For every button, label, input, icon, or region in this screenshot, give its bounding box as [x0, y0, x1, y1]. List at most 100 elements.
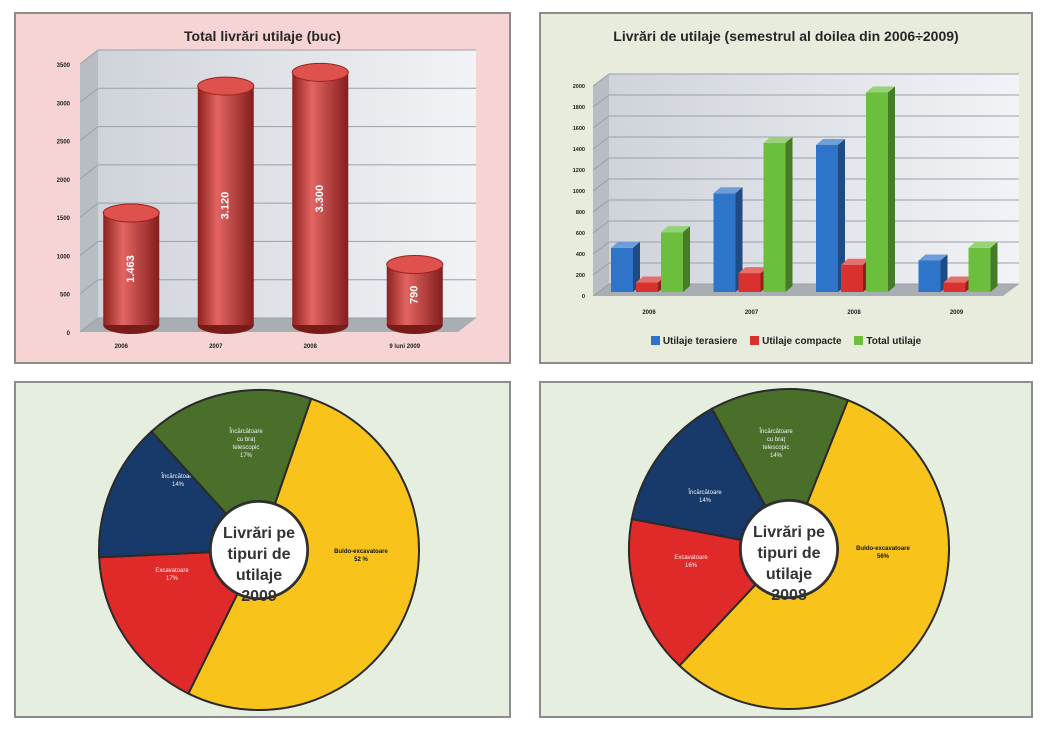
y-tick-label: 1600	[573, 126, 585, 132]
y-tick-label: 500	[60, 293, 71, 299]
pie-2009-panel: Buldo-excavatoare 52 % Excavatoare 17% Încăr…	[14, 381, 511, 718]
bar-top-face	[816, 139, 845, 145]
bar-cylinder	[386, 264, 443, 325]
center-line: Livrări pe	[752, 524, 826, 541]
bar	[841, 264, 863, 292]
bar-side-face	[735, 187, 743, 292]
x-tick-label: 2008	[304, 344, 318, 350]
pie-slice	[98, 430, 228, 559]
pie-slice	[628, 517, 757, 668]
bar-top-face	[611, 241, 640, 248]
gridline	[79, 279, 99, 295]
y-tick-label: 2000	[573, 84, 585, 90]
gridline	[592, 136, 610, 150]
pie-slice	[187, 397, 421, 711]
slice-name-label: Încărcătoare	[687, 489, 722, 496]
y-tick-label: 1000	[573, 189, 585, 195]
y-tick-label: 400	[576, 252, 585, 258]
bar-side-face	[785, 136, 793, 292]
bar	[866, 92, 888, 292]
bar	[738, 273, 761, 292]
bar	[636, 282, 658, 292]
y-tick-label: 200	[576, 273, 585, 279]
bar	[968, 247, 991, 292]
slice-pct-label: 14%	[699, 498, 712, 504]
bar-side-face	[683, 226, 690, 292]
chart1-svg: 0 500 1000 1500 2000 2500 3000 3500 1.463 2006 3.1…	[57, 49, 476, 350]
gridline	[79, 241, 99, 256]
floor	[593, 284, 1019, 296]
gridline	[592, 199, 610, 213]
bar-cylinder	[292, 72, 349, 325]
bar-value-label: 790	[409, 286, 421, 304]
y-tick-label: 2500	[57, 140, 71, 146]
gridline	[592, 115, 610, 129]
slice-pct-label: 17%	[166, 576, 179, 582]
slice-name-label: Excavatoare	[155, 568, 189, 574]
slice-pct-label: 17%	[240, 453, 253, 459]
bar-value-label: 1.463	[125, 255, 137, 283]
x-tick-label: 2006	[115, 344, 129, 350]
pie-2009-svg: Buldo-excavatoare 52 % Excavatoare 17% Încăr…	[98, 389, 421, 711]
y-tick-label: 600	[576, 231, 585, 237]
x-tick-label: 2007	[209, 344, 223, 350]
center-line: tipuri de	[757, 545, 821, 562]
y-tick-label: 1500	[57, 216, 71, 222]
pie-slice	[98, 551, 239, 695]
bar-cylinder-top	[197, 76, 255, 96]
legend-label: Utilaje compacte	[762, 336, 842, 347]
legend-label: Utilaje terasiere	[662, 336, 738, 347]
gridline	[592, 283, 610, 297]
x-tick-label: 2009	[950, 310, 964, 316]
bar-cylinder-top	[386, 255, 444, 275]
side-wall	[80, 50, 98, 332]
bar-top-face	[738, 267, 768, 274]
bar	[661, 232, 683, 292]
bar-top-face	[661, 226, 690, 233]
bar-cylinder	[103, 212, 160, 325]
bar-top-face	[841, 258, 870, 265]
bar-top-face	[636, 276, 665, 283]
slice-name-label: telescopic	[233, 445, 260, 451]
bar-top-face	[866, 86, 895, 93]
slice-pct-label: 14%	[770, 453, 783, 459]
donut-hole	[210, 501, 308, 599]
gridline	[79, 87, 99, 103]
legend-item-total: Total utilaje	[854, 336, 921, 347]
slice-pct-label: 56%	[877, 554, 890, 560]
x-tick-label: 9 luni 2009	[389, 344, 420, 350]
slice-name-label: telescopic	[763, 445, 790, 451]
semester-deliveries-panel: Livrări de utilaje (semestrul al doilea …	[539, 12, 1033, 364]
slice-pct-label: 16%	[685, 563, 698, 569]
center-line: utilaje	[235, 567, 283, 584]
y-tick-label: 1800	[573, 105, 585, 111]
chart2-title: Livrări de utilaje (semestrul al doilea …	[613, 28, 959, 44]
slice-name-label: Încărcătoare	[160, 473, 195, 480]
floor	[80, 318, 476, 332]
gridline	[79, 126, 99, 141]
bar-top-face	[713, 187, 743, 194]
gridline	[79, 164, 99, 180]
bar-top-face	[918, 254, 948, 261]
gridline	[79, 49, 99, 65]
slice-name-label: cu braţ	[767, 437, 786, 443]
gridline	[592, 220, 610, 234]
center-line: utilaje	[765, 566, 813, 583]
y-tick-label: 1200	[573, 168, 585, 174]
center-line: 2009	[241, 588, 277, 605]
bar	[816, 145, 838, 292]
total-deliveries-panel: Total livrări utilaje (buc) 0 500 1000 1500…	[14, 12, 511, 364]
chart1-title: Total livrări utilaje (buc)	[184, 28, 341, 44]
pie-slice	[150, 389, 313, 516]
y-tick-label: 3000	[57, 101, 71, 107]
bar	[943, 282, 966, 292]
x-tick-label: 2006	[642, 310, 656, 316]
center-line: 2008	[771, 587, 807, 604]
slice-pct-label: 52 %	[354, 557, 368, 563]
gridline	[79, 202, 99, 218]
pie-2008-svg: Buldo-excavatoare 56% Excavatoare 16% Încărc…	[628, 388, 950, 710]
pie-slice	[678, 398, 950, 710]
pie-2009-center-label: Livrări pe tipuri de utilaje 2009	[214, 523, 304, 607]
pie-slice	[630, 407, 767, 541]
chart2-svg: 0 200 400 600 800 1000 1200 1400 1600 1800 2000 200…	[573, 73, 1019, 316]
